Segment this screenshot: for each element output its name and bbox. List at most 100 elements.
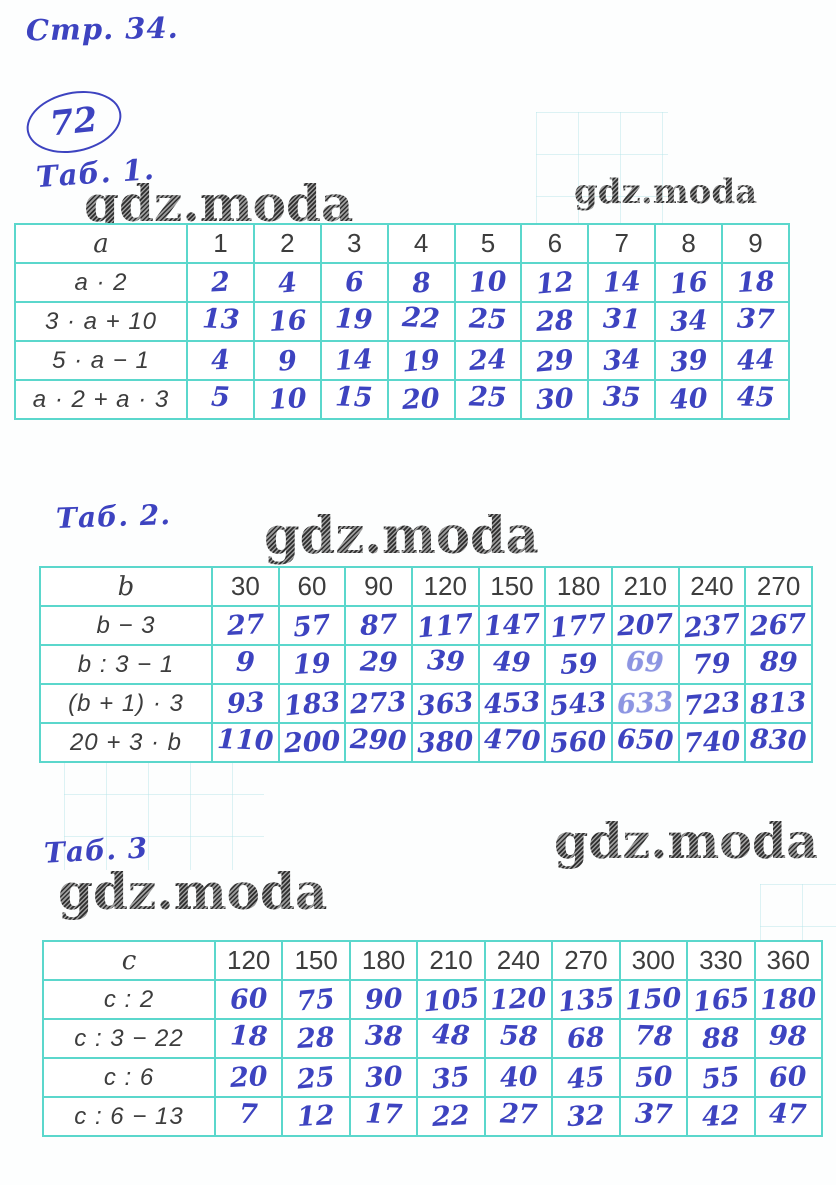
- table-row: c : 6 − 13 7 12 17 22 27 32 37 42 47: [42, 1096, 823, 1137]
- handwritten-value: 89: [759, 646, 799, 679]
- table-row: c : 2 60 75 90 105 120 135 150 165 180: [42, 979, 823, 1020]
- page-number-note: Стр. 34.: [25, 10, 179, 48]
- row-label-cell: (b + 1) · 3: [39, 683, 213, 724]
- variable-cell: c: [42, 940, 216, 981]
- answer-cell: 9: [252, 340, 322, 381]
- watermark: gdz.moda: [264, 506, 539, 566]
- handwritten-value: 207: [616, 608, 675, 643]
- handwritten-value: 180: [759, 982, 818, 1017]
- answer-cell: 19: [319, 301, 389, 342]
- handwritten-value: 543: [549, 686, 609, 723]
- header-value-cell: 180: [348, 940, 419, 981]
- handwritten-value: 110: [216, 724, 275, 757]
- answer-cell: 120: [483, 979, 554, 1020]
- answer-cell: 45: [721, 379, 790, 420]
- handwritten-value: 87: [359, 609, 399, 642]
- handwritten-value: 237: [682, 608, 742, 645]
- answer-cell: 75: [281, 979, 351, 1020]
- answer-cell: 35: [587, 379, 657, 420]
- answer-cell: 633: [610, 683, 680, 724]
- answer-cell: 44: [721, 340, 790, 381]
- handwritten-value: 363: [415, 686, 475, 723]
- answer-cell: 32: [551, 1096, 621, 1137]
- handwritten-value: 10: [468, 266, 508, 299]
- handwritten-value: 47: [768, 1098, 808, 1131]
- header-value-cell: 240: [677, 566, 747, 607]
- answer-cell: 98: [753, 1018, 823, 1059]
- handwritten-value: 183: [282, 686, 342, 723]
- header-value-cell: 60: [277, 566, 347, 607]
- table-header-row: c 120 150 180 210 240 270 300 330 360: [42, 940, 823, 981]
- handwritten-value: 38: [364, 1020, 403, 1053]
- answer-cell: 183: [277, 683, 347, 724]
- answer-cell: 8: [386, 262, 456, 303]
- row-label-cell: 3 · a + 10: [14, 301, 188, 342]
- handwritten-value: 8: [410, 267, 432, 300]
- handwritten-value: 50: [633, 1061, 673, 1094]
- header-value-cell: 150: [281, 940, 351, 981]
- answer-cell: 10: [252, 379, 322, 420]
- handwritten-value: 453: [482, 686, 541, 721]
- header-value-cell: 210: [416, 940, 486, 981]
- handwritten-value: 12: [296, 1100, 336, 1133]
- answer-cell: 29: [344, 644, 413, 685]
- row-label-cell: a · 2: [14, 262, 188, 303]
- handwritten-value: 135: [556, 982, 616, 1019]
- answer-cell: 40: [483, 1057, 554, 1098]
- answer-cell: 60: [753, 1057, 823, 1098]
- handwritten-value: 22: [401, 302, 441, 335]
- handwritten-value: 29: [534, 344, 575, 379]
- handwritten-value: 88: [701, 1022, 741, 1055]
- answer-cell: 49: [477, 644, 547, 685]
- table-2-caption: Таб. 2.: [55, 498, 172, 535]
- answer-cell: 453: [477, 683, 547, 724]
- handwritten-value: 98: [768, 1020, 808, 1053]
- answer-cell: 200: [277, 722, 347, 763]
- handwritten-value: 9: [235, 646, 256, 679]
- handwritten-value: 16: [267, 305, 307, 338]
- table-row: b : 3 − 1 9 19 29 39 49 59 69 79 89: [39, 644, 813, 685]
- handwritten-value: 30: [535, 383, 575, 416]
- handwritten-value: 31: [602, 303, 642, 336]
- handwritten-value: 16: [668, 266, 709, 301]
- answer-cell: 37: [721, 301, 790, 342]
- answer-cell: 117: [410, 605, 480, 646]
- handwritten-value: 470: [483, 724, 541, 757]
- header-value-cell: 120: [213, 940, 284, 981]
- handwritten-value: 35: [431, 1061, 472, 1096]
- handwritten-value: 19: [292, 648, 332, 681]
- answer-cell: 4: [252, 262, 322, 303]
- answer-cell: 830: [744, 722, 813, 763]
- handwritten-value: 150: [624, 982, 683, 1017]
- table-row: 20 + 3 · b 110 200 290 380 470 560 650 740 830: [39, 722, 813, 763]
- answer-cell: 560: [544, 722, 613, 763]
- answer-cell: 29: [520, 340, 590, 381]
- handwritten-value: 42: [701, 1100, 741, 1133]
- row-label-cell: c : 2: [42, 979, 216, 1020]
- handwritten-value: 27: [225, 609, 265, 642]
- handwritten-value: 90: [364, 983, 404, 1016]
- answer-cell: 18: [721, 262, 790, 303]
- answer-cell: 16: [654, 262, 723, 303]
- answer-cell: 57: [277, 605, 347, 646]
- answer-cell: 110: [211, 722, 280, 763]
- answer-cell: 27: [483, 1096, 554, 1137]
- answer-cell: 12: [520, 262, 590, 303]
- handwritten-value: 723: [682, 686, 742, 723]
- answer-cell: 28: [520, 301, 590, 342]
- handwritten-value: 18: [735, 266, 776, 299]
- table-row: a · 2 2 4 6 8 10 12 14 16 18: [14, 262, 790, 303]
- answer-cell: 14: [587, 262, 657, 303]
- answer-cell: 207: [610, 605, 680, 646]
- handwritten-value: 22: [431, 1100, 471, 1133]
- handwritten-value: 273: [349, 686, 408, 721]
- handwritten-value: 60: [229, 983, 269, 1016]
- handwritten-value: 59: [559, 648, 599, 681]
- handwritten-value: 93: [225, 687, 265, 720]
- handwritten-value: 18: [229, 1020, 269, 1053]
- task-number-circle: 72: [20, 82, 128, 162]
- row-label-cell: 5 · a − 1: [14, 340, 188, 381]
- handwritten-value: 39: [668, 344, 709, 379]
- header-value-cell: 5: [453, 223, 523, 264]
- answer-cell: 7: [213, 1096, 284, 1137]
